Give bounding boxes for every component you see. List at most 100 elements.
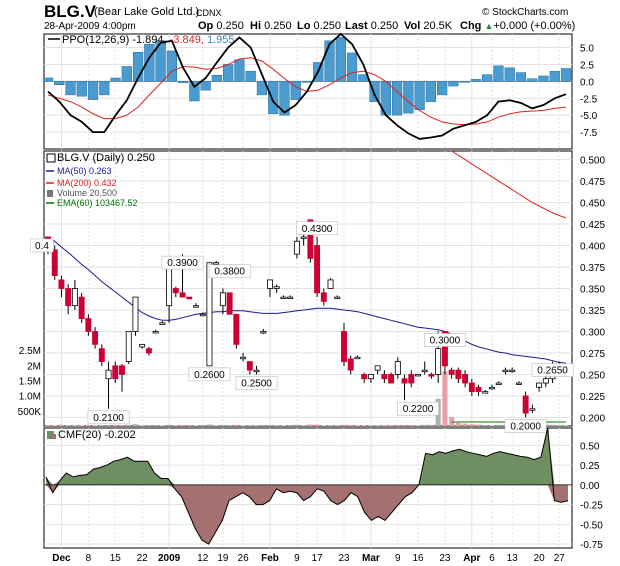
price-annotation: 0.2200 <box>403 404 434 415</box>
volume-bar <box>213 425 219 426</box>
ppo-histogram-bar <box>54 81 65 85</box>
volume-bar <box>549 424 556 426</box>
volume-bar <box>462 423 468 426</box>
candle-body <box>374 365 381 371</box>
ppo-histogram-bar <box>166 50 178 82</box>
volume-bar <box>227 425 233 426</box>
candle-body <box>159 322 166 325</box>
price-annotation-box <box>208 264 251 279</box>
volume-tick-label: 500K <box>18 407 42 418</box>
volume-bar <box>388 425 394 426</box>
candle-body <box>522 395 529 414</box>
volume-bar <box>159 425 165 426</box>
candle-body <box>226 292 233 315</box>
volume-bar <box>173 425 179 426</box>
candle-body <box>462 374 469 384</box>
cmf-tick-label: 0.50 <box>580 441 600 452</box>
ppo-histogram-bar <box>301 81 313 83</box>
candle-body <box>98 348 105 362</box>
volume-bar <box>428 424 435 426</box>
volume-tick-label: 2M <box>27 361 41 372</box>
x-tick-label: 23 <box>338 553 350 564</box>
volume-bar <box>348 425 354 426</box>
candle-body <box>260 331 267 334</box>
x-tick-label: 9 <box>294 553 300 564</box>
quote-open: Op 0.250 <box>198 20 244 32</box>
volume-bar <box>52 425 58 426</box>
cmf-positive-area <box>412 428 555 485</box>
ma50-line <box>47 236 567 364</box>
ppo-histogram-bar <box>459 81 470 83</box>
volume-bar <box>469 424 475 426</box>
candle-body <box>401 378 408 384</box>
x-tick-label: 26 <box>238 553 250 564</box>
volume-legend: Volume 20,500 <box>57 188 117 198</box>
candle-body <box>354 356 361 360</box>
ppo-histogram-bar <box>245 70 256 82</box>
x-tick-label: Mar <box>362 553 380 564</box>
candle-body <box>132 296 139 332</box>
ppo-legend: PPO(12,26,9) -1.894, -3.849, 1.955 <box>62 34 234 46</box>
price-annotation: 0.2000 <box>510 421 541 432</box>
volume-bar <box>455 422 461 426</box>
candle-body <box>489 386 495 390</box>
x-tick-label: 13 <box>507 553 519 564</box>
candle-body <box>408 374 415 384</box>
volume-bar <box>294 424 300 426</box>
quote-last: Last 0.250 <box>345 20 399 32</box>
volume-bar <box>220 424 226 426</box>
candle-body <box>213 262 220 265</box>
x-tick-label: 23 <box>439 553 451 564</box>
ppo-histogram-bar <box>200 81 211 91</box>
volume-bar <box>72 425 78 426</box>
price-tick-label: 0.225 <box>580 392 605 403</box>
price-annotation: 0.2500 <box>241 378 272 389</box>
volume-bar <box>105 424 112 426</box>
candle-body <box>314 245 321 294</box>
candle-body <box>105 369 112 380</box>
ppo-histogram-bar <box>65 81 76 96</box>
volume-bar <box>475 424 482 426</box>
x-tick-label: 8 <box>86 553 92 564</box>
volume-bar <box>92 425 98 426</box>
price-annotation-box <box>296 221 338 236</box>
ppo-histogram-bar <box>234 59 245 82</box>
volume-bar <box>395 425 401 426</box>
x-tick-label: 20 <box>534 553 546 564</box>
copyright-link[interactable]: © StockCharts.com <box>482 7 569 18</box>
ppo-histogram-bar <box>515 72 527 82</box>
price-annotation: 0.3000 <box>430 335 461 346</box>
ppo-histogram-bar <box>76 81 87 97</box>
exchange-name: CDNX <box>196 8 222 18</box>
candle-body <box>293 240 300 255</box>
ppo-histogram-bar <box>223 64 234 82</box>
candle-body <box>179 292 186 298</box>
volume-bar <box>327 425 334 426</box>
chart-header: BLG.V (Bear Lake Gold Ltd.) CDNX © Stock… <box>0 0 620 36</box>
candle-body <box>495 382 502 385</box>
candle-body <box>415 374 421 377</box>
volume-bar <box>354 425 361 426</box>
price-annotation: 0.4300 <box>302 224 333 235</box>
candle-body <box>246 361 253 371</box>
price-legend: BLG.V (Daily) 0.250 <box>57 152 155 164</box>
cmf-negative-area <box>168 484 419 545</box>
x-tick-label: 22 <box>137 553 149 564</box>
ppo-histogram-bar <box>391 81 403 116</box>
quote-volume: Vol 20.5K <box>404 20 453 32</box>
candle-body <box>125 331 132 362</box>
ppo-histogram-bar <box>155 40 166 82</box>
ppo-histogram-bar <box>211 75 223 82</box>
price-tick-label: 0.450 <box>580 199 605 210</box>
ppo-legend-histogram: 1.955 <box>207 34 235 46</box>
price-tick-label: 0.325 <box>580 306 605 317</box>
volume-bar <box>341 424 347 426</box>
candle-body <box>542 378 549 384</box>
volume-bar <box>563 425 569 426</box>
x-tick-label: 9 <box>395 553 401 564</box>
candle-body <box>219 292 226 307</box>
candle-body <box>92 331 99 345</box>
candle-body <box>280 296 287 299</box>
cmf-legend: CMF(20) -0.202 <box>58 429 136 441</box>
ppo-histogram-bar <box>87 81 99 100</box>
